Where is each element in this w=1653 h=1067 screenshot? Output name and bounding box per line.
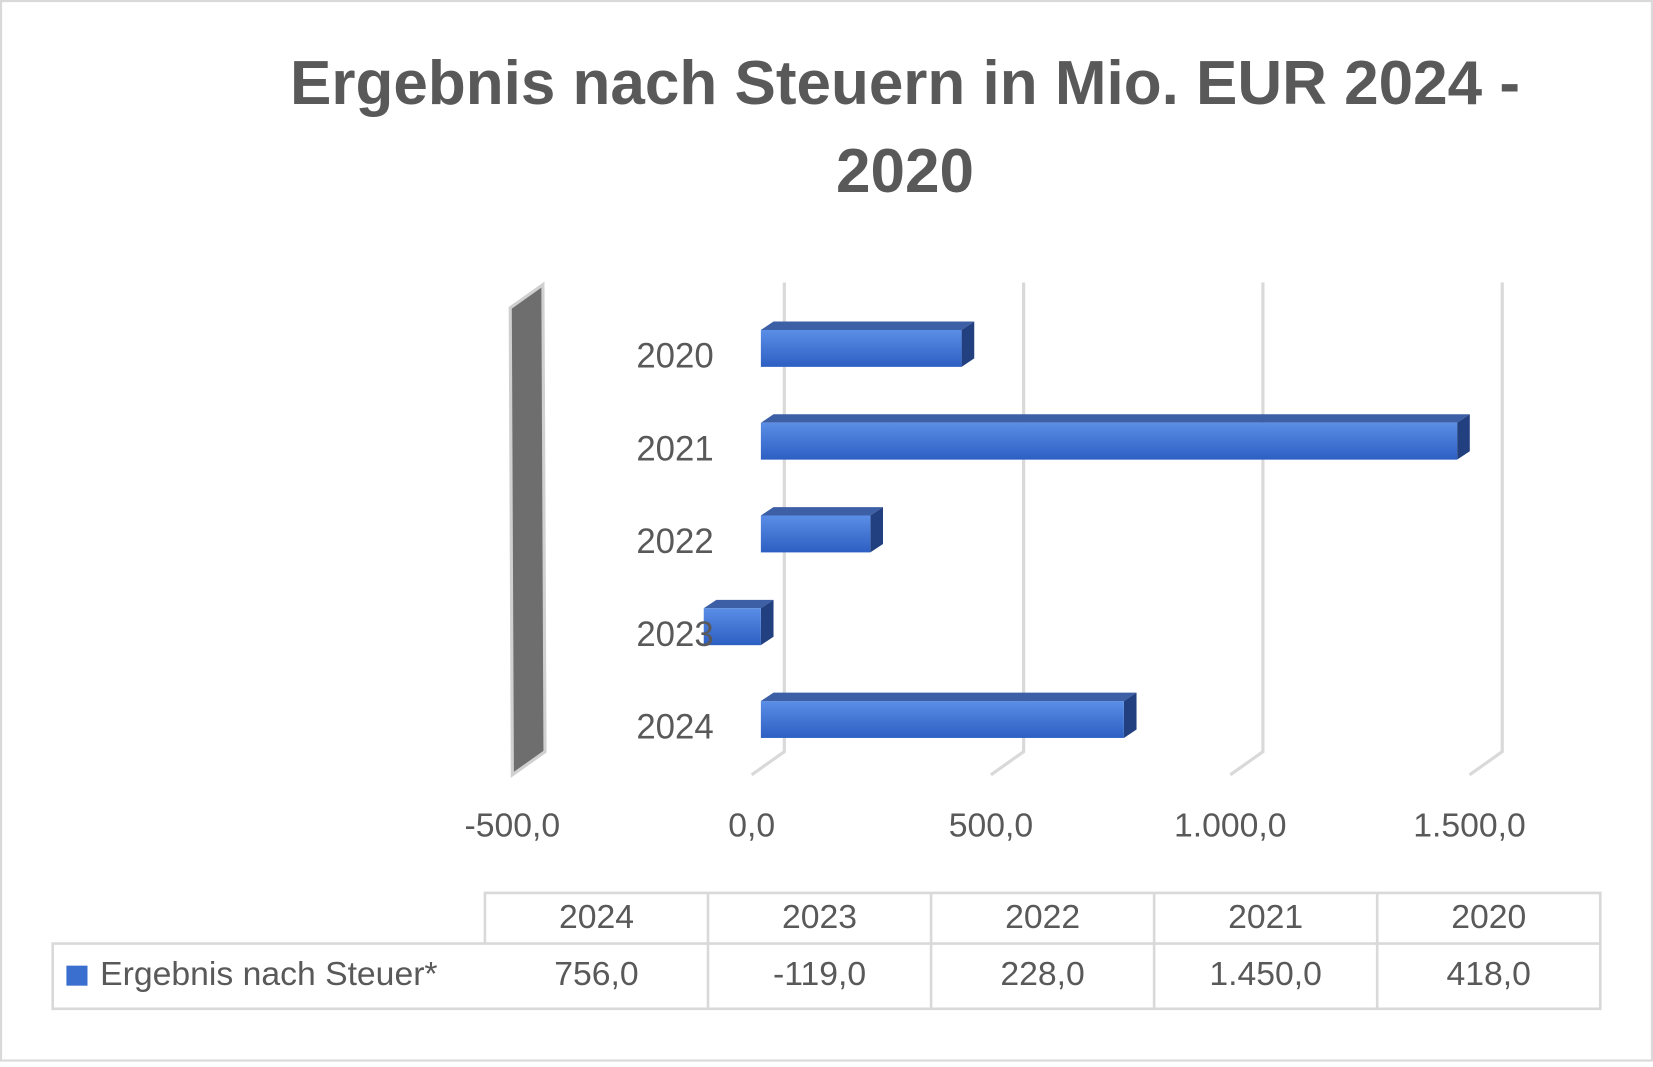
- y-tick-label: 2022: [636, 523, 713, 561]
- side-wall: [508, 281, 547, 778]
- table-value: 1.450,0: [1209, 955, 1322, 993]
- bar-side: [760, 599, 774, 646]
- table-value: 756,0: [554, 955, 638, 993]
- legend-key: [66, 965, 88, 986]
- x-tick-label: 500,0: [949, 806, 1033, 844]
- bar: [760, 515, 871, 553]
- bar-top: [760, 507, 884, 516]
- y-tick-label: 2020: [636, 338, 713, 376]
- bar-side: [961, 321, 975, 367]
- grid-line: [1468, 282, 1504, 777]
- x-tick-label: 0,0: [728, 806, 775, 844]
- table-header: 2021: [1228, 898, 1303, 936]
- table-border: [51, 891, 1602, 1011]
- chart-title: Ergebnis nach Steuern in Mio. EUR 2024 -…: [290, 49, 1520, 206]
- bar: [760, 422, 1458, 460]
- legend-label: Ergebnis nach Steuer*: [100, 955, 437, 993]
- table-header: 2022: [1005, 898, 1080, 936]
- x-tick-label: 1.500,0: [1413, 806, 1526, 844]
- bar-top: [760, 414, 1470, 423]
- bar-side: [870, 507, 884, 553]
- bar-top: [760, 692, 1137, 702]
- bar: [703, 608, 761, 646]
- x-tick-label: -500,0: [465, 806, 561, 844]
- grid-line: [1229, 282, 1265, 777]
- bar: [760, 701, 1124, 738]
- x-tick-label: 1.000,0: [1174, 806, 1287, 844]
- table-header: 2020: [1451, 898, 1526, 936]
- table-value: 228,0: [1000, 955, 1084, 993]
- y-tick-label: 2024: [636, 709, 713, 747]
- bar-side: [1457, 414, 1470, 460]
- table-header: 2024: [559, 898, 634, 936]
- bar-top: [703, 599, 774, 609]
- table-value: -119,0: [773, 955, 866, 993]
- y-tick-label: 2023: [636, 616, 713, 654]
- bar: [760, 329, 962, 367]
- y-tick-label: 2021: [636, 430, 713, 468]
- table-header: 2023: [782, 898, 857, 936]
- bar-side: [1123, 692, 1137, 738]
- bar-top: [760, 321, 975, 330]
- table-value: 418,0: [1447, 955, 1531, 993]
